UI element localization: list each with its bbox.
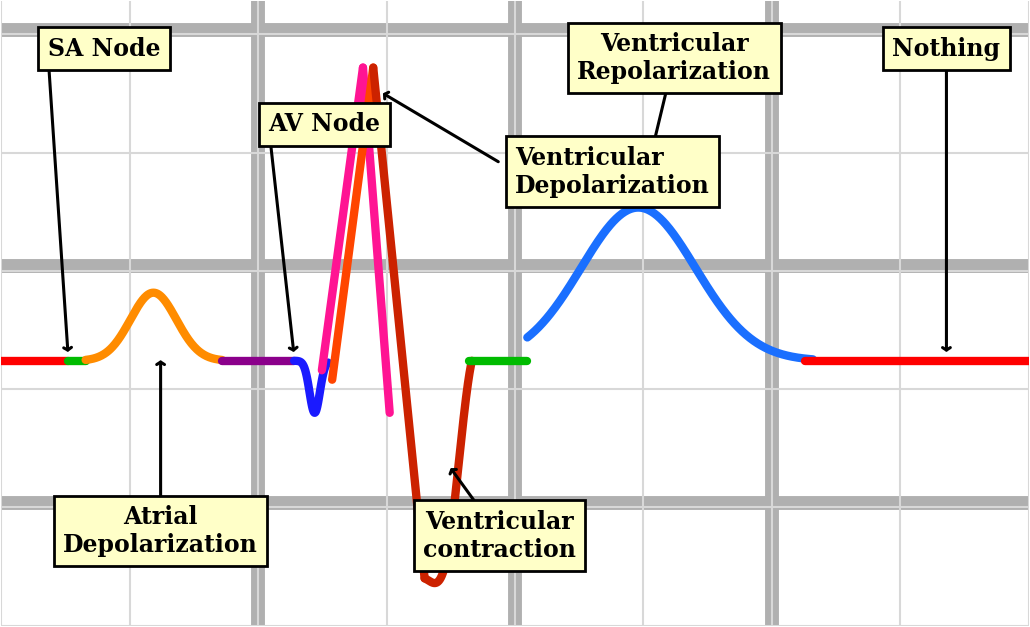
Text: Ventricular
Depolarization: Ventricular Depolarization <box>515 145 710 198</box>
Text: AV Node: AV Node <box>269 112 380 136</box>
Text: Atrial
Depolarization: Atrial Depolarization <box>63 505 258 557</box>
Text: Ventricular
Repolarization: Ventricular Repolarization <box>577 32 771 84</box>
Text: Nothing: Nothing <box>892 36 1000 61</box>
Text: Ventricular
contraction: Ventricular contraction <box>423 510 576 562</box>
Text: SA Node: SA Node <box>47 36 160 61</box>
